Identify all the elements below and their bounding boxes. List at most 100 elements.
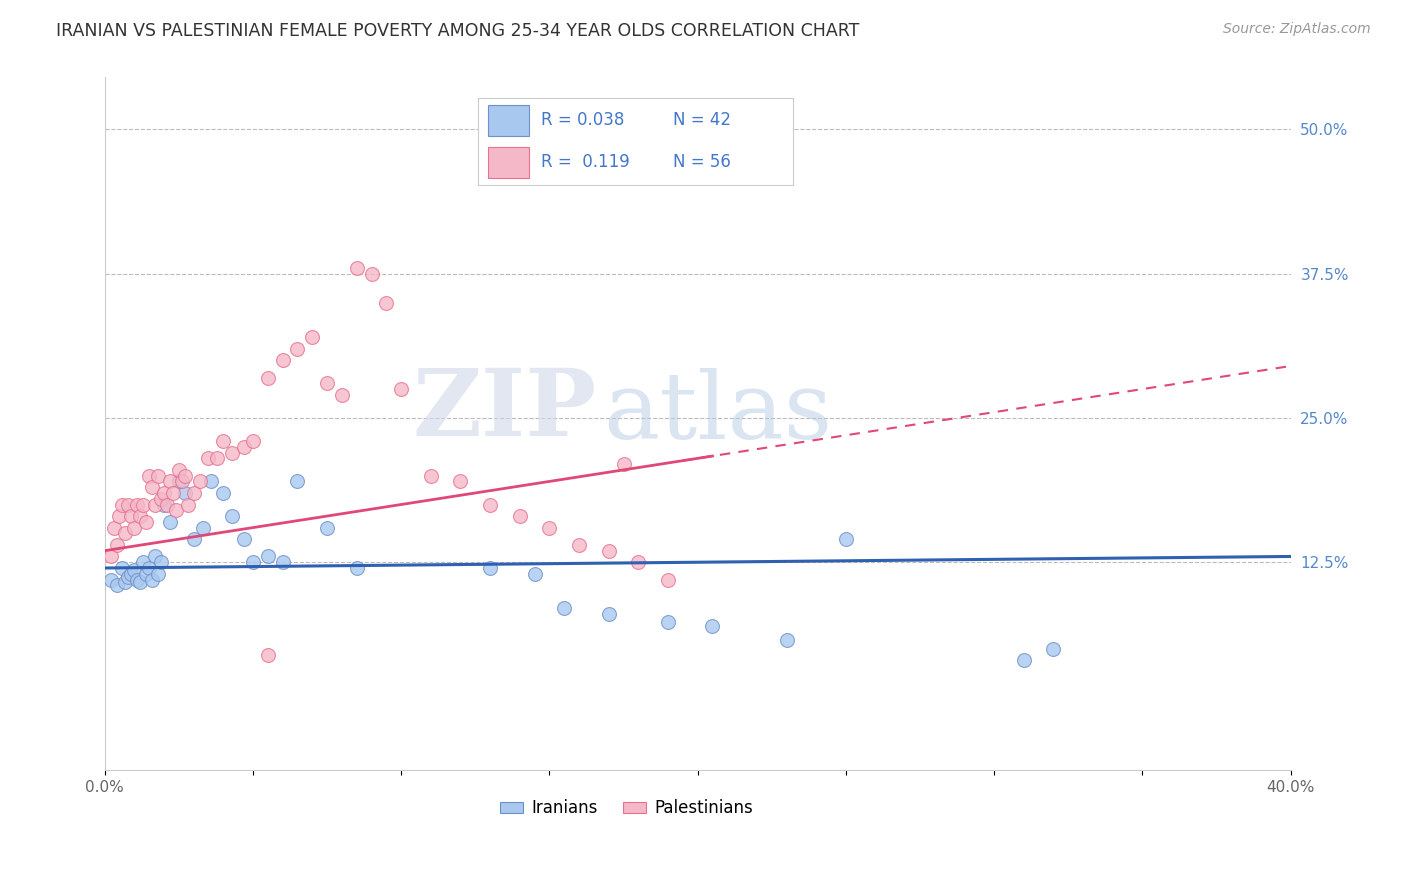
Point	[159, 515, 181, 529]
Point	[627, 555, 650, 569]
Point	[120, 566, 142, 581]
Point	[165, 503, 187, 517]
Point	[612, 457, 634, 471]
Point	[135, 566, 157, 581]
Point	[479, 561, 502, 575]
Point	[242, 555, 264, 569]
Point	[127, 498, 149, 512]
Point	[111, 561, 134, 575]
Point	[256, 549, 278, 564]
Point	[117, 570, 139, 584]
Point	[100, 573, 122, 587]
Point	[702, 618, 724, 632]
Point	[173, 486, 195, 500]
Point	[233, 440, 256, 454]
Point	[835, 532, 858, 546]
Point	[167, 475, 190, 489]
Point	[129, 574, 152, 589]
Point	[132, 498, 155, 512]
Point	[419, 468, 441, 483]
Point	[1012, 653, 1035, 667]
Point	[127, 573, 149, 587]
Point	[105, 578, 128, 592]
Point	[287, 475, 309, 489]
Point	[162, 486, 184, 500]
Text: IRANIAN VS PALESTINIAN FEMALE POVERTY AMONG 25-34 YEAR OLDS CORRELATION CHART: IRANIAN VS PALESTINIAN FEMALE POVERTY AM…	[56, 22, 859, 40]
Point	[271, 555, 294, 569]
Point	[271, 353, 294, 368]
Point	[150, 491, 173, 506]
Point	[657, 573, 679, 587]
Point	[159, 475, 181, 489]
Point	[114, 526, 136, 541]
Point	[146, 468, 169, 483]
Point	[124, 520, 146, 534]
Point	[389, 382, 412, 396]
Point	[553, 601, 575, 615]
Point	[103, 520, 125, 534]
Point	[509, 509, 531, 524]
Text: atlas: atlas	[603, 368, 832, 458]
Point	[183, 532, 205, 546]
Point	[233, 532, 256, 546]
Point	[360, 267, 382, 281]
Point	[207, 451, 229, 466]
Point	[153, 498, 176, 512]
Point	[330, 388, 353, 402]
Point	[568, 538, 591, 552]
Point	[146, 566, 169, 581]
Point	[176, 498, 198, 512]
Point	[135, 515, 157, 529]
Point	[221, 509, 243, 524]
Point	[449, 475, 471, 489]
Point	[141, 480, 163, 494]
Point	[316, 520, 339, 534]
Point	[197, 451, 219, 466]
Legend: Iranians, Palestinians: Iranians, Palestinians	[494, 793, 759, 824]
Point	[141, 573, 163, 587]
Point	[775, 632, 797, 647]
Point	[346, 561, 368, 575]
Point	[170, 475, 193, 489]
Point	[108, 509, 131, 524]
Point	[138, 468, 160, 483]
Point	[200, 475, 222, 489]
Point	[287, 342, 309, 356]
Point	[143, 498, 166, 512]
Point	[221, 445, 243, 459]
Point	[256, 370, 278, 384]
Point	[111, 498, 134, 512]
Point	[346, 260, 368, 275]
Point	[105, 538, 128, 552]
Point	[375, 295, 398, 310]
Point	[150, 555, 173, 569]
Point	[143, 549, 166, 564]
Point	[138, 561, 160, 575]
Point	[188, 475, 211, 489]
Point	[598, 607, 620, 622]
Point	[212, 486, 235, 500]
Point	[153, 486, 176, 500]
Point	[114, 574, 136, 589]
Point	[117, 498, 139, 512]
Point	[167, 463, 190, 477]
Point	[523, 566, 546, 581]
Point	[479, 498, 502, 512]
Point	[256, 648, 278, 662]
Point	[242, 434, 264, 448]
Point	[124, 563, 146, 577]
Point	[129, 509, 152, 524]
Point	[301, 330, 323, 344]
Point	[132, 555, 155, 569]
Point	[173, 468, 195, 483]
Point	[100, 549, 122, 564]
Point	[156, 498, 179, 512]
Text: ZIP: ZIP	[412, 365, 596, 455]
Point	[538, 520, 561, 534]
Point	[657, 615, 679, 630]
Point	[212, 434, 235, 448]
Point	[120, 509, 142, 524]
Point	[316, 376, 339, 391]
Text: Source: ZipAtlas.com: Source: ZipAtlas.com	[1223, 22, 1371, 37]
Point	[1042, 641, 1064, 656]
